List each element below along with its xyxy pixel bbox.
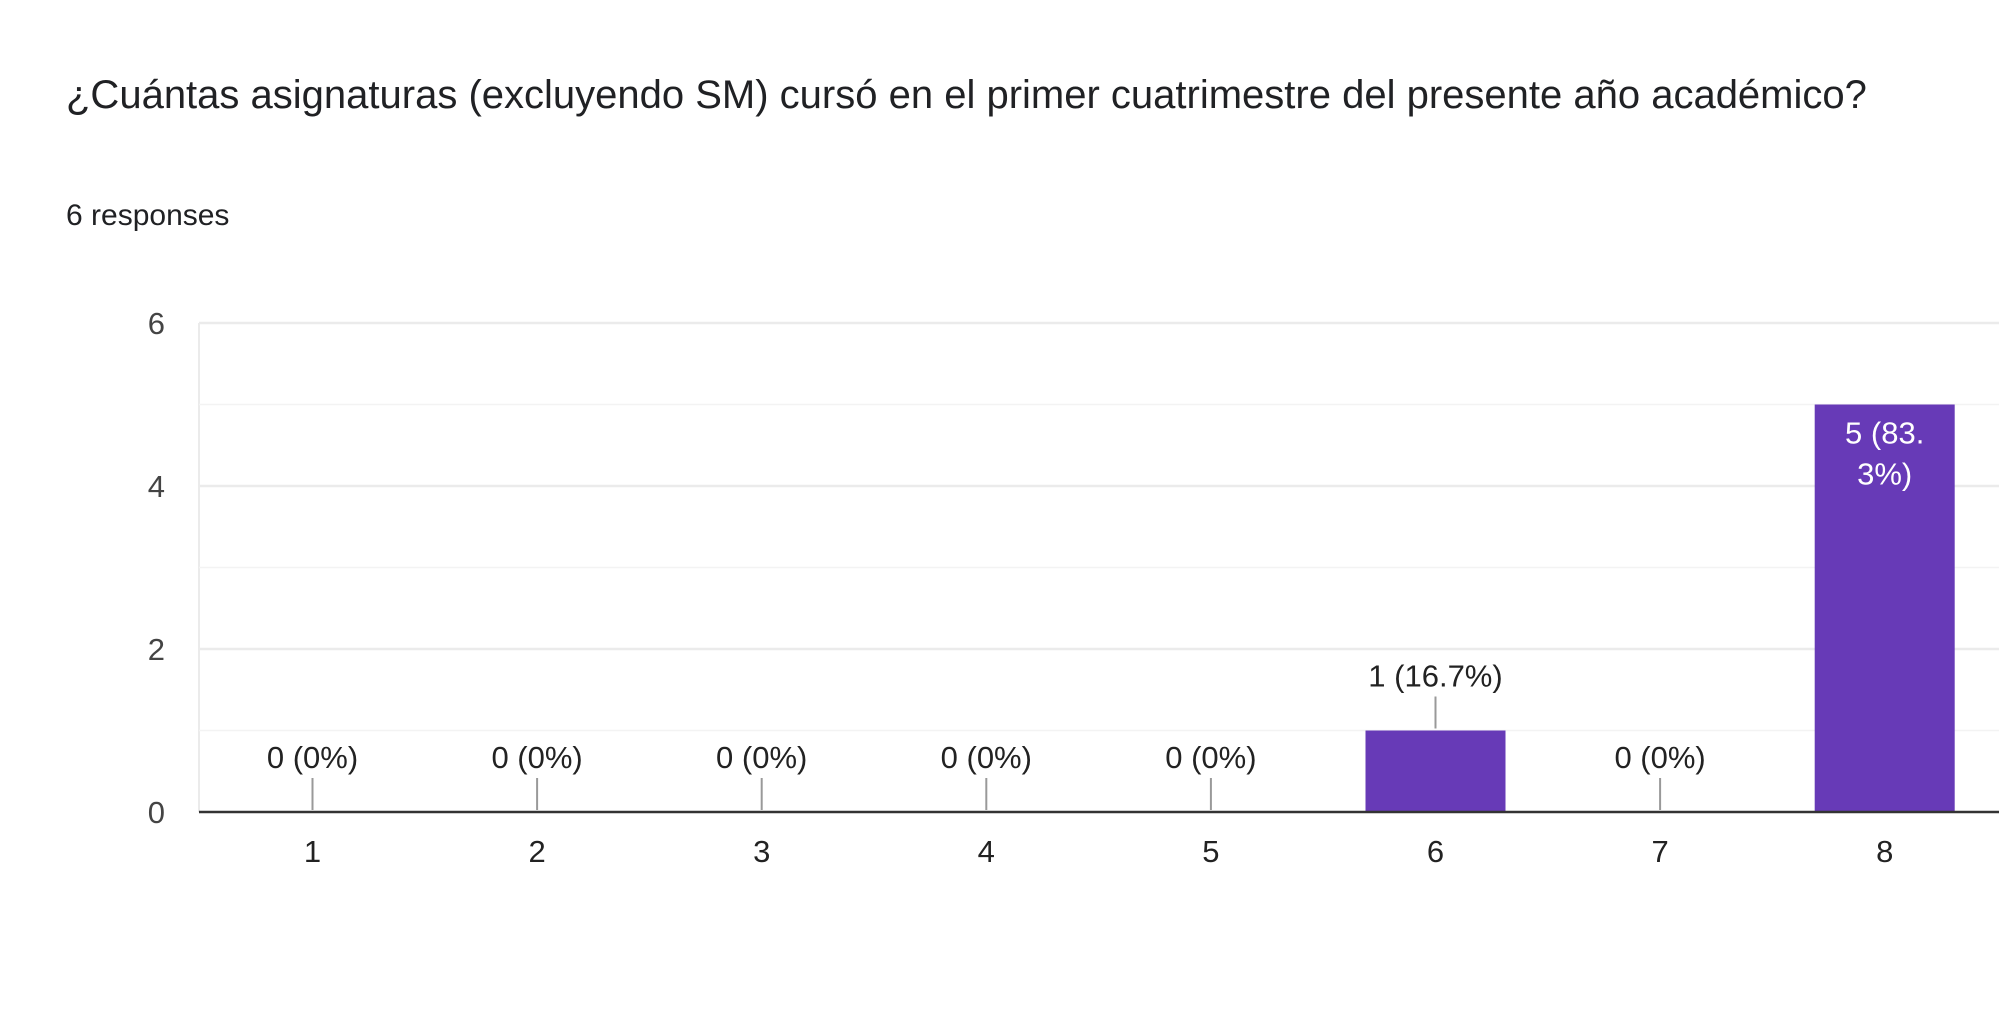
- x-tick-label: 2: [528, 834, 545, 869]
- x-tick-label: 8: [1876, 834, 1893, 869]
- x-tick-label: 7: [1651, 834, 1668, 869]
- data-label: 0 (0%): [267, 740, 358, 775]
- y-tick-label: 4: [148, 469, 165, 504]
- bar: [1814, 404, 1955, 812]
- data-label: 3%): [1857, 457, 1912, 492]
- data-label: 0 (0%): [1165, 740, 1256, 775]
- data-label: 1 (16.7%): [1368, 659, 1502, 694]
- data-label: 5 (83.: [1845, 416, 1924, 451]
- x-tick-label: 4: [978, 834, 995, 869]
- response-count: 6 responses: [66, 199, 230, 232]
- data-label: 0 (0%): [491, 740, 582, 775]
- y-tick-label: 6: [148, 306, 165, 341]
- x-tick-label: 6: [1427, 834, 1444, 869]
- x-tick-label: 1: [304, 834, 321, 869]
- bar: [1365, 730, 1506, 812]
- data-label: 0 (0%): [1614, 740, 1705, 775]
- data-label: 0 (0%): [716, 740, 807, 775]
- data-label: 0 (0%): [941, 740, 1032, 775]
- x-tick-label: 5: [1202, 834, 1219, 869]
- x-tick-label: 3: [753, 834, 770, 869]
- question-title: ¿Cuántas asignaturas (excluyendo SM) cur…: [66, 73, 1867, 117]
- y-tick-label: 2: [148, 632, 165, 667]
- y-tick-label: 0: [148, 795, 165, 830]
